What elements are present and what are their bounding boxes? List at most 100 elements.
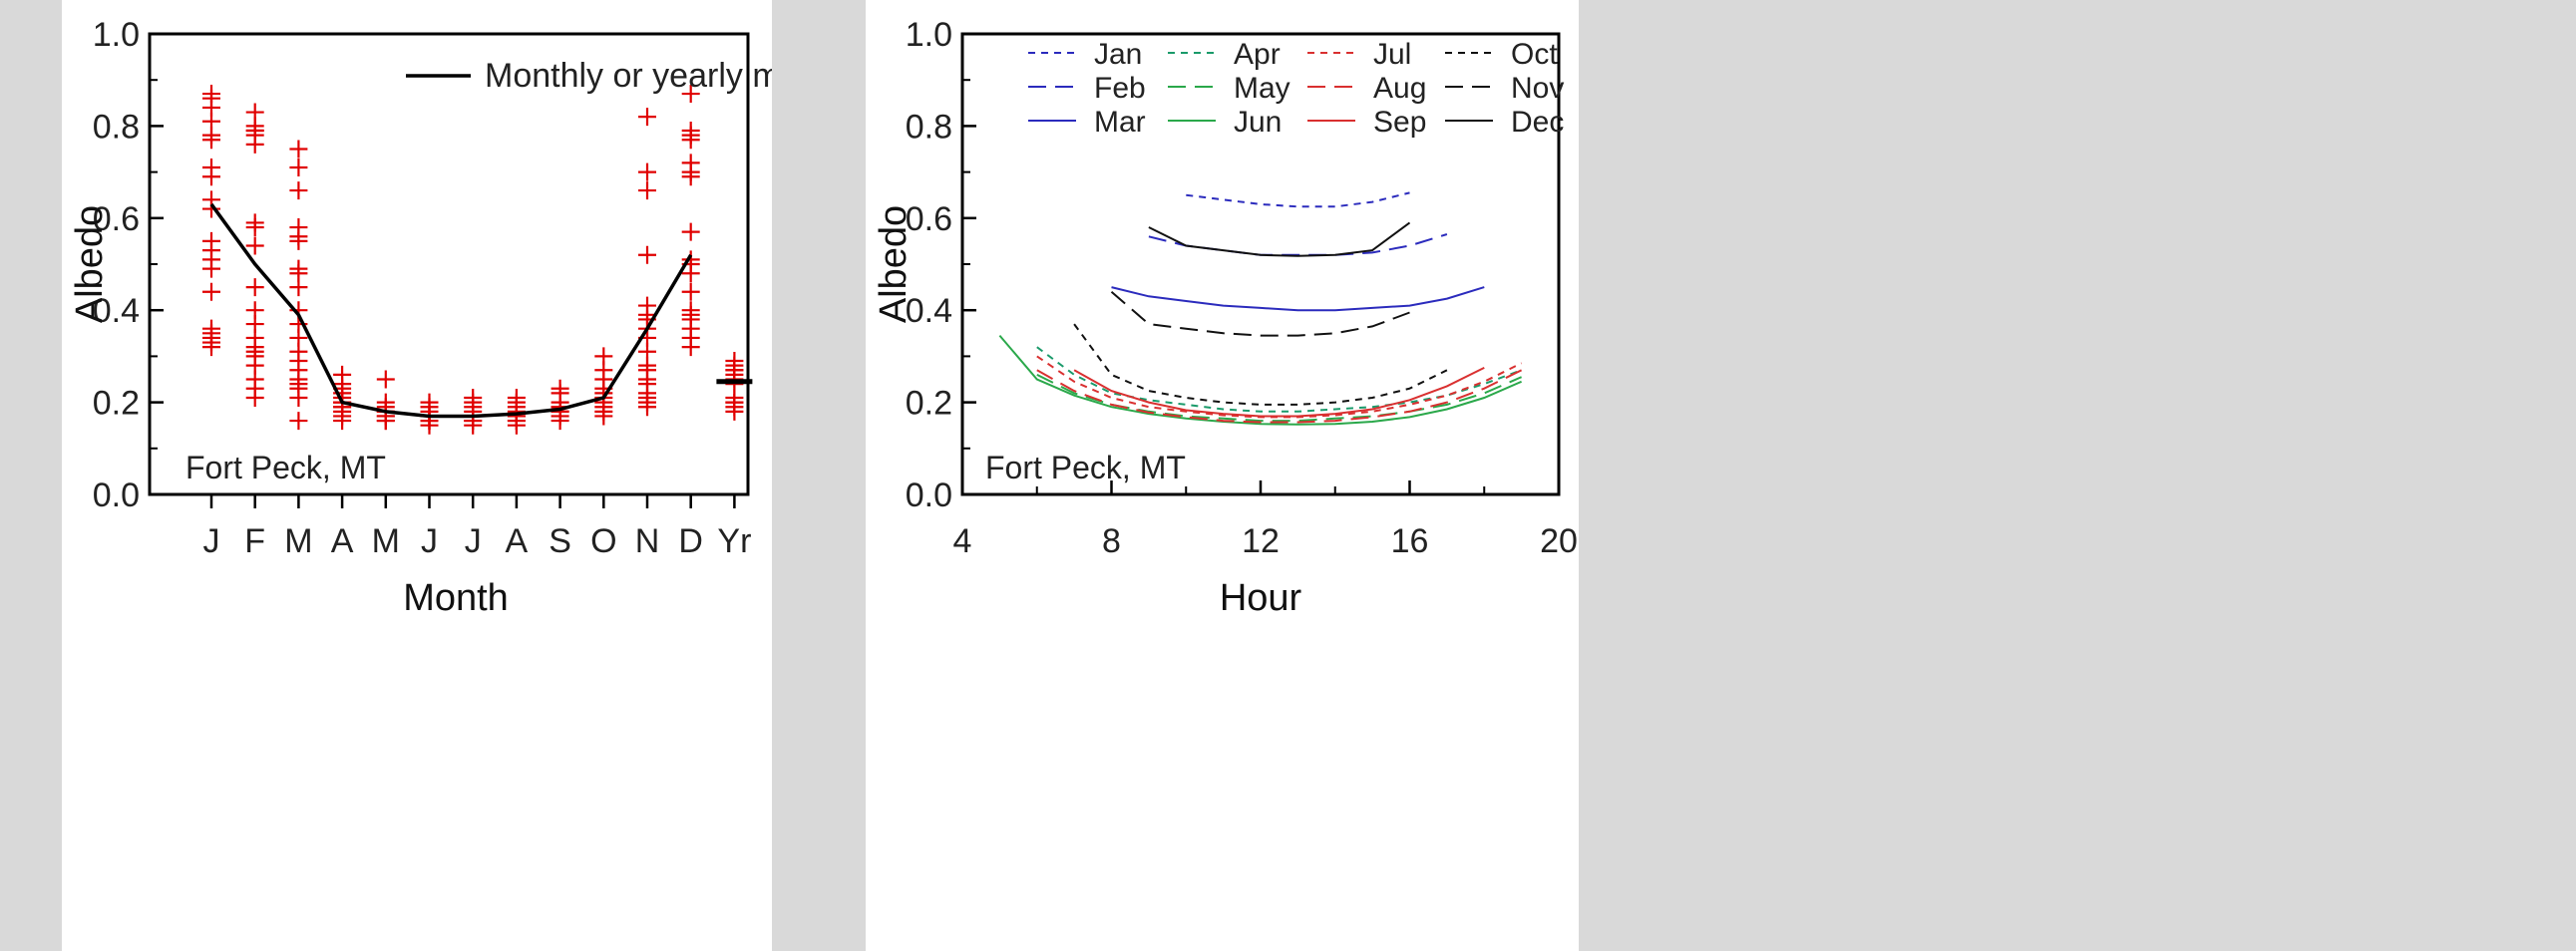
albedo-data-point: [681, 282, 700, 301]
plot-frame: [148, 32, 750, 496]
y-tick-label: 0.4: [93, 292, 140, 330]
albedo-data-point: [245, 388, 264, 407]
albedo-data-point: [202, 259, 220, 278]
legend-label-aug: Aug: [1373, 72, 1426, 105]
albedo-data-point: [681, 85, 700, 104]
series-line-apr: [1036, 346, 1522, 413]
monthly-albedo-chart: 0.00.20.40.60.81.0J F M A M J J A S O N D YrMonthAlb…: [69, 16, 772, 619]
y-tick-label: 0.8: [93, 108, 140, 146]
albedo-data-point: [202, 199, 220, 218]
albedo-data-point: [202, 131, 220, 150]
legend-label-nov: Nov: [1511, 72, 1564, 105]
legend-label-jan: Jan: [1094, 38, 1142, 71]
series-line-mar: [1111, 286, 1485, 312]
albedo-data-point: [681, 338, 700, 357]
location-annotation: Fort Peck, MT: [985, 450, 1186, 485]
albedo-data-point: [551, 412, 569, 431]
y-tick-label: 0.4: [906, 292, 952, 330]
albedo-data-point: [681, 222, 700, 241]
albedo-data-point: [289, 388, 308, 407]
albedo-data-point: [376, 370, 395, 389]
series-line-jul: [1036, 355, 1523, 419]
y-axis-label: Albedo: [69, 205, 111, 323]
albedo-data-point: [638, 181, 656, 200]
x-axis-label: Month: [403, 577, 509, 619]
x-tick-label: M: [284, 522, 312, 560]
albedo-data-point: [420, 416, 439, 435]
series-line-jun: [998, 334, 1522, 426]
legend-mean-label: Monthly or yearly mean: [485, 57, 772, 95]
series-line-aug: [1036, 369, 1523, 424]
series-line-sep: [1073, 367, 1485, 418]
albedo-data-point: [245, 278, 264, 297]
x-axis-label: Hour: [1220, 577, 1302, 619]
legend-label-sep: Sep: [1373, 106, 1426, 139]
x-tick-label: N: [635, 522, 660, 560]
y-axis-label: Albedo: [873, 205, 915, 323]
series-line-nov: [1110, 290, 1410, 337]
y-tick-label: 0.2: [906, 385, 952, 423]
albedo-data-point: [681, 167, 700, 186]
x-tick-label: Yr: [717, 522, 751, 560]
albedo-data-point: [464, 416, 483, 435]
x-tick-label: O: [590, 522, 616, 560]
x-tick-label: 4: [953, 522, 972, 560]
x-tick-label: D: [678, 522, 703, 560]
albedo-data-point: [681, 131, 700, 150]
albedo-data-point: [333, 412, 352, 431]
series-line-jan: [1186, 191, 1410, 208]
albedo-data-point: [681, 264, 700, 283]
x-tick-label: J: [203, 522, 220, 560]
x-tick-label: 12: [1242, 522, 1280, 560]
x-tick-label: 16: [1391, 522, 1429, 560]
left-chart-panel: 0.0 0.2 0.4 0.6 0.8 1.0 J F M A M J J A S O N D Yr Month Alb…: [62, 0, 772, 951]
x-tick-label: M: [372, 522, 400, 560]
x-tick-label: A: [506, 522, 529, 560]
albedo-data-point: [594, 407, 613, 426]
legend-label-feb: Feb: [1094, 72, 1146, 105]
y-tick-label: 0.6: [906, 200, 952, 238]
y-tick-label: 0.2: [93, 385, 140, 423]
albedo-data-point: [202, 338, 220, 357]
legend-label-dec: Dec: [1511, 106, 1564, 139]
albedo-data-point: [376, 412, 395, 431]
albedo-data-point: [638, 108, 656, 127]
x-tick-label: A: [331, 522, 354, 560]
y-tick-label: 0.6: [93, 200, 140, 238]
series-line-dec: [1148, 221, 1411, 257]
albedo-data-point: [289, 181, 308, 200]
albedo-data-point: [245, 218, 264, 237]
albedo-data-point: [289, 278, 308, 297]
y-tick-label: 0.0: [93, 476, 140, 514]
albedo-data-point: [289, 231, 308, 250]
legend-label-jul: Jul: [1373, 38, 1411, 71]
y-tick-label: 0.8: [906, 108, 952, 146]
albedo-data-point: [202, 167, 220, 186]
x-tick-label: J: [465, 522, 482, 560]
albedo-data-point: [245, 236, 264, 255]
location-annotation: Fort Peck, MT: [185, 450, 386, 485]
albedo-data-point: [289, 158, 308, 176]
y-tick-label: 1.0: [906, 16, 952, 54]
x-tick-label: 8: [1102, 522, 1121, 560]
albedo-data-point: [638, 162, 656, 181]
legend-label-oct: Oct: [1511, 38, 1558, 71]
y-tick-label: 0.0: [906, 476, 952, 514]
hourly-albedo-chart: 0.00.20.40.60.81.04 8 12 16 20HourAlbedoJanF…: [873, 16, 1578, 619]
x-tick-label: F: [244, 522, 265, 560]
albedo-data-point: [289, 140, 308, 158]
albedo-data-point: [638, 245, 656, 264]
albedo-data-point: [507, 416, 526, 435]
albedo-data-point: [202, 282, 220, 301]
monthly-mean-line: [209, 202, 693, 419]
albedo-data-point: [289, 412, 308, 431]
series-line-oct: [1073, 323, 1448, 406]
right-chart-panel: 0.0 0.2 0.4 0.6 0.8 1.0 4 8 12 16 20 Hour Albedo Jan F…: [866, 0, 1579, 951]
series-line-feb: [1148, 233, 1448, 256]
x-tick-label: S: [549, 522, 571, 560]
albedo-data-point: [245, 135, 264, 154]
x-tick-label: J: [421, 522, 438, 560]
albedo-data-point: [725, 402, 744, 421]
legend-label-apr: Apr: [1234, 38, 1281, 71]
y-tick-label: 1.0: [93, 16, 140, 54]
